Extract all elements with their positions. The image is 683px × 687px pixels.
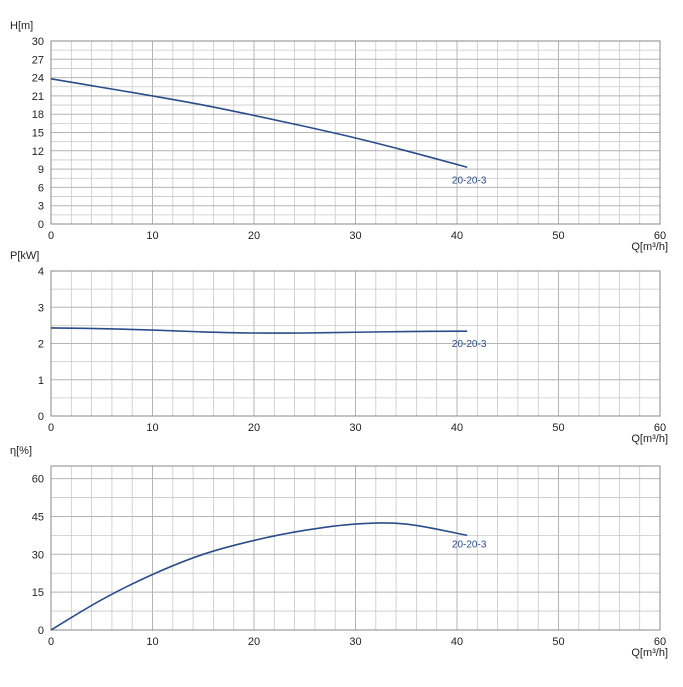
x-tick-label: 0 (48, 636, 54, 648)
y-tick-label: 6 (38, 182, 44, 194)
x-tick-label: 30 (349, 230, 361, 242)
series-label: 20-20-3 (452, 339, 487, 350)
x-tick-label: 20 (248, 422, 260, 434)
y-tick-label: 15 (32, 587, 44, 599)
y-tick-label: 27 (32, 54, 44, 66)
x-tick-label: 50 (552, 636, 564, 648)
y-tick-label: 0 (38, 219, 44, 231)
y-tick-label: 4 (38, 266, 44, 278)
x-tick-label: 40 (451, 422, 463, 434)
y-tick-label: 12 (32, 146, 44, 158)
y-tick-label: 15 (32, 128, 44, 140)
x-tick-label: 0 (48, 230, 54, 242)
y-tick-label: 1 (38, 375, 44, 387)
y-tick-label: 0 (38, 411, 44, 423)
x-axis-label: Q[m³/h] (631, 433, 668, 445)
series-label: 20-20-3 (452, 539, 487, 550)
series-line-20-20-3 (51, 523, 467, 630)
series-line-20-20-3 (51, 328, 467, 333)
x-tick-label: 0 (48, 422, 54, 434)
x-tick-label: 50 (552, 230, 564, 242)
x-tick-label: 10 (146, 636, 158, 648)
x-axis-label: Q[m³/h] (631, 241, 668, 253)
y-tick-label: 60 (32, 474, 44, 486)
x-tick-label: 20 (248, 230, 260, 242)
y-tick-label: 30 (32, 36, 44, 48)
y-tick-label: 24 (32, 73, 44, 85)
y-tick-label: 45 (32, 511, 44, 523)
y-axis-label: H[m] (10, 20, 33, 32)
x-tick-label: 40 (451, 636, 463, 648)
y-tick-label: 2 (38, 339, 44, 351)
x-tick-label: 10 (146, 230, 158, 242)
y-tick-label: 18 (32, 109, 44, 121)
y-tick-label: 21 (32, 91, 44, 103)
y-tick-label: 30 (32, 549, 44, 561)
x-tick-label: 20 (248, 636, 260, 648)
x-tick-label: 40 (451, 230, 463, 242)
y-tick-label: 3 (38, 201, 44, 213)
x-axis-label: Q[m³/h] (631, 647, 668, 659)
y-tick-label: 9 (38, 164, 44, 176)
x-tick-label: 30 (349, 422, 361, 434)
x-tick-label: 30 (349, 636, 361, 648)
series-label: 20-20-3 (452, 175, 487, 186)
x-tick-label: 50 (552, 422, 564, 434)
y-tick-label: 3 (38, 302, 44, 314)
y-tick-label: 0 (38, 625, 44, 637)
x-tick-label: 10 (146, 422, 158, 434)
y-axis-label: η[%] (10, 445, 32, 457)
y-axis-label: P[kW] (10, 250, 39, 262)
